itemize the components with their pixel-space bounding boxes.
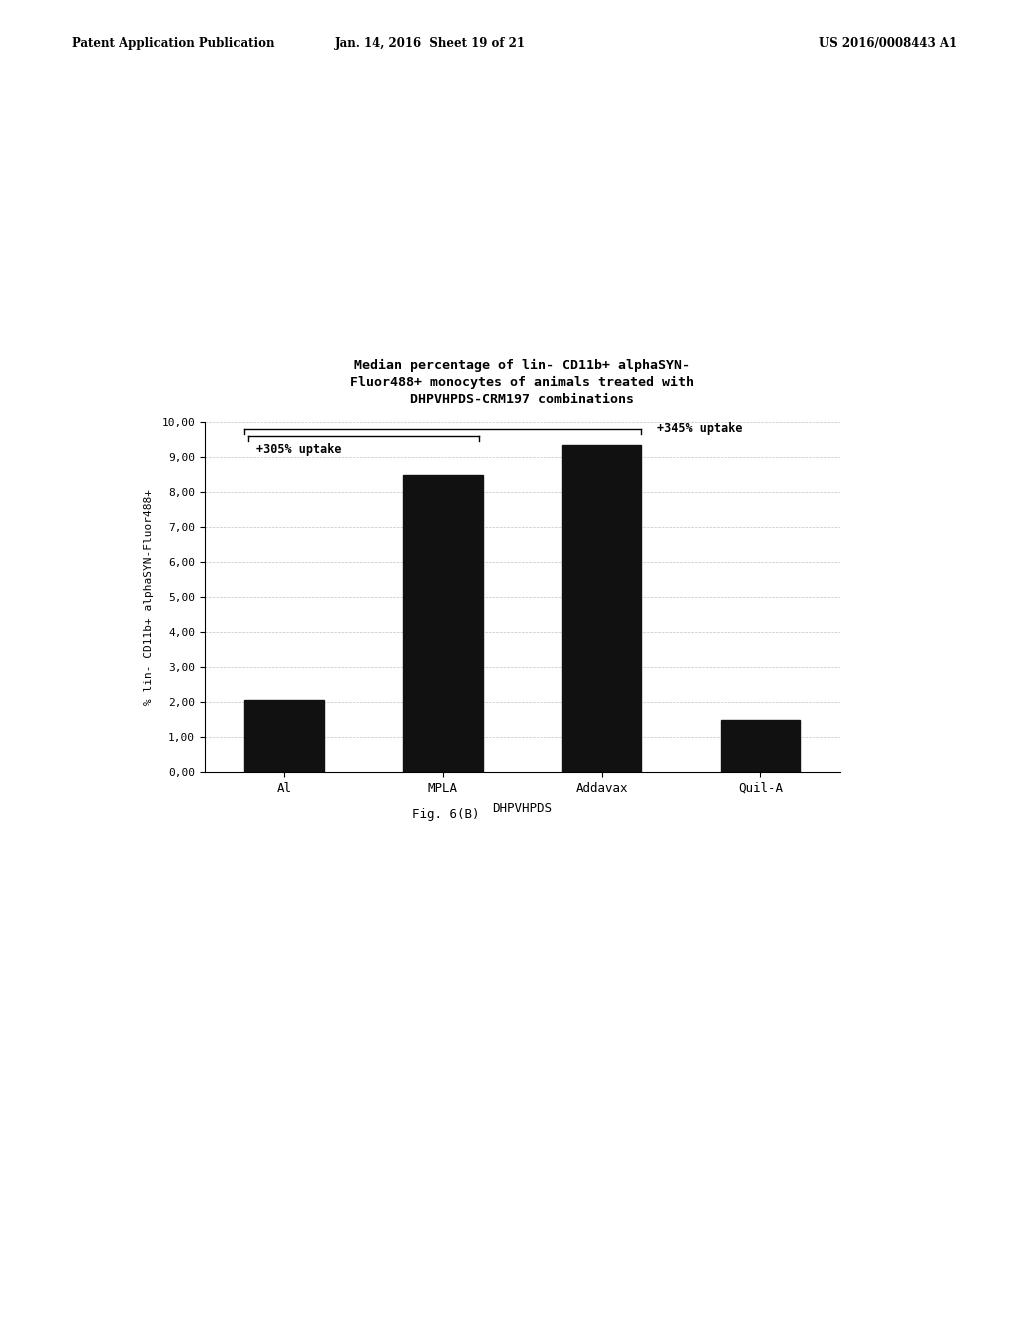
Bar [245,701,324,772]
Text: Patent Application Publication: Patent Application Publication [72,37,274,50]
X-axis label: DHPVHPDS: DHPVHPDS [493,801,552,814]
Title: Median percentage of lin- CD11b+ alphaSYN-
Fluor488+ monocytes of animals treate: Median percentage of lin- CD11b+ alphaSY… [350,359,694,407]
Text: Jan. 14, 2016  Sheet 19 of 21: Jan. 14, 2016 Sheet 19 of 21 [335,37,525,50]
Text: +305% uptake: +305% uptake [256,444,341,457]
Bar [562,445,641,772]
Text: US 2016/0008443 A1: US 2016/0008443 A1 [819,37,957,50]
Text: +345% uptake: +345% uptake [657,422,742,436]
Y-axis label: % lin- CD11b+ alphaSYN-Fluor488+: % lin- CD11b+ alphaSYN-Fluor488+ [144,490,155,705]
Bar [403,475,482,772]
Text: Fig. 6(B): Fig. 6(B) [412,808,479,821]
Bar [721,719,800,772]
